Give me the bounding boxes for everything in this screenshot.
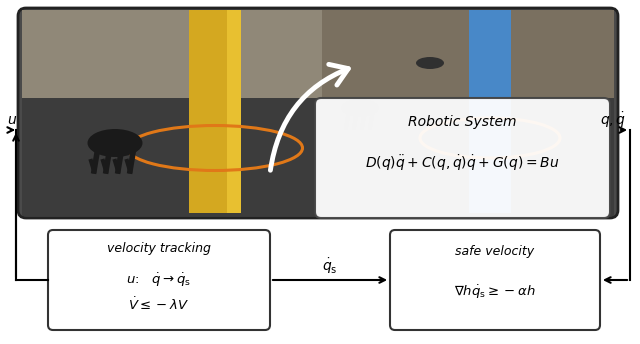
Text: $q, \dot{q}$: $q, \dot{q}$ xyxy=(600,110,626,130)
Text: $\dot{V} \leq -\lambda V$: $\dot{V} \leq -\lambda V$ xyxy=(129,297,189,313)
Bar xyxy=(189,10,241,213)
FancyBboxPatch shape xyxy=(390,230,600,330)
Bar xyxy=(469,10,511,213)
Text: safe velocity: safe velocity xyxy=(456,246,534,258)
FancyArrowPatch shape xyxy=(270,64,348,170)
Text: $u\colon\quad \dot{q} \to \dot{q}_{\mathrm{s}}$: $u\colon\quad \dot{q} \to \dot{q}_{\math… xyxy=(126,271,191,289)
Ellipse shape xyxy=(88,129,143,157)
FancyBboxPatch shape xyxy=(48,230,270,330)
Bar xyxy=(22,10,322,100)
Ellipse shape xyxy=(416,57,444,69)
Text: velocity tracking: velocity tracking xyxy=(107,241,211,255)
Text: Robotic System: Robotic System xyxy=(408,115,516,129)
Ellipse shape xyxy=(341,99,379,117)
Text: $u$: $u$ xyxy=(7,113,17,127)
Text: $\nabla h\dot{q}_{\mathrm{s}} \geq -\alpha h$: $\nabla h\dot{q}_{\mathrm{s}} \geq -\alp… xyxy=(454,283,536,301)
Bar xyxy=(22,98,614,216)
Text: $\dot{q}_{\mathrm{s}}$: $\dot{q}_{\mathrm{s}}$ xyxy=(322,256,338,276)
FancyBboxPatch shape xyxy=(315,98,610,218)
Text: $D(q)\ddot{q} + C(q,\dot{q})\dot{q} + G(q) = Bu$: $D(q)\ddot{q} + C(q,\dot{q})\dot{q} + G(… xyxy=(365,153,559,173)
FancyBboxPatch shape xyxy=(18,8,618,218)
Bar xyxy=(227,10,241,213)
FancyBboxPatch shape xyxy=(22,10,614,100)
